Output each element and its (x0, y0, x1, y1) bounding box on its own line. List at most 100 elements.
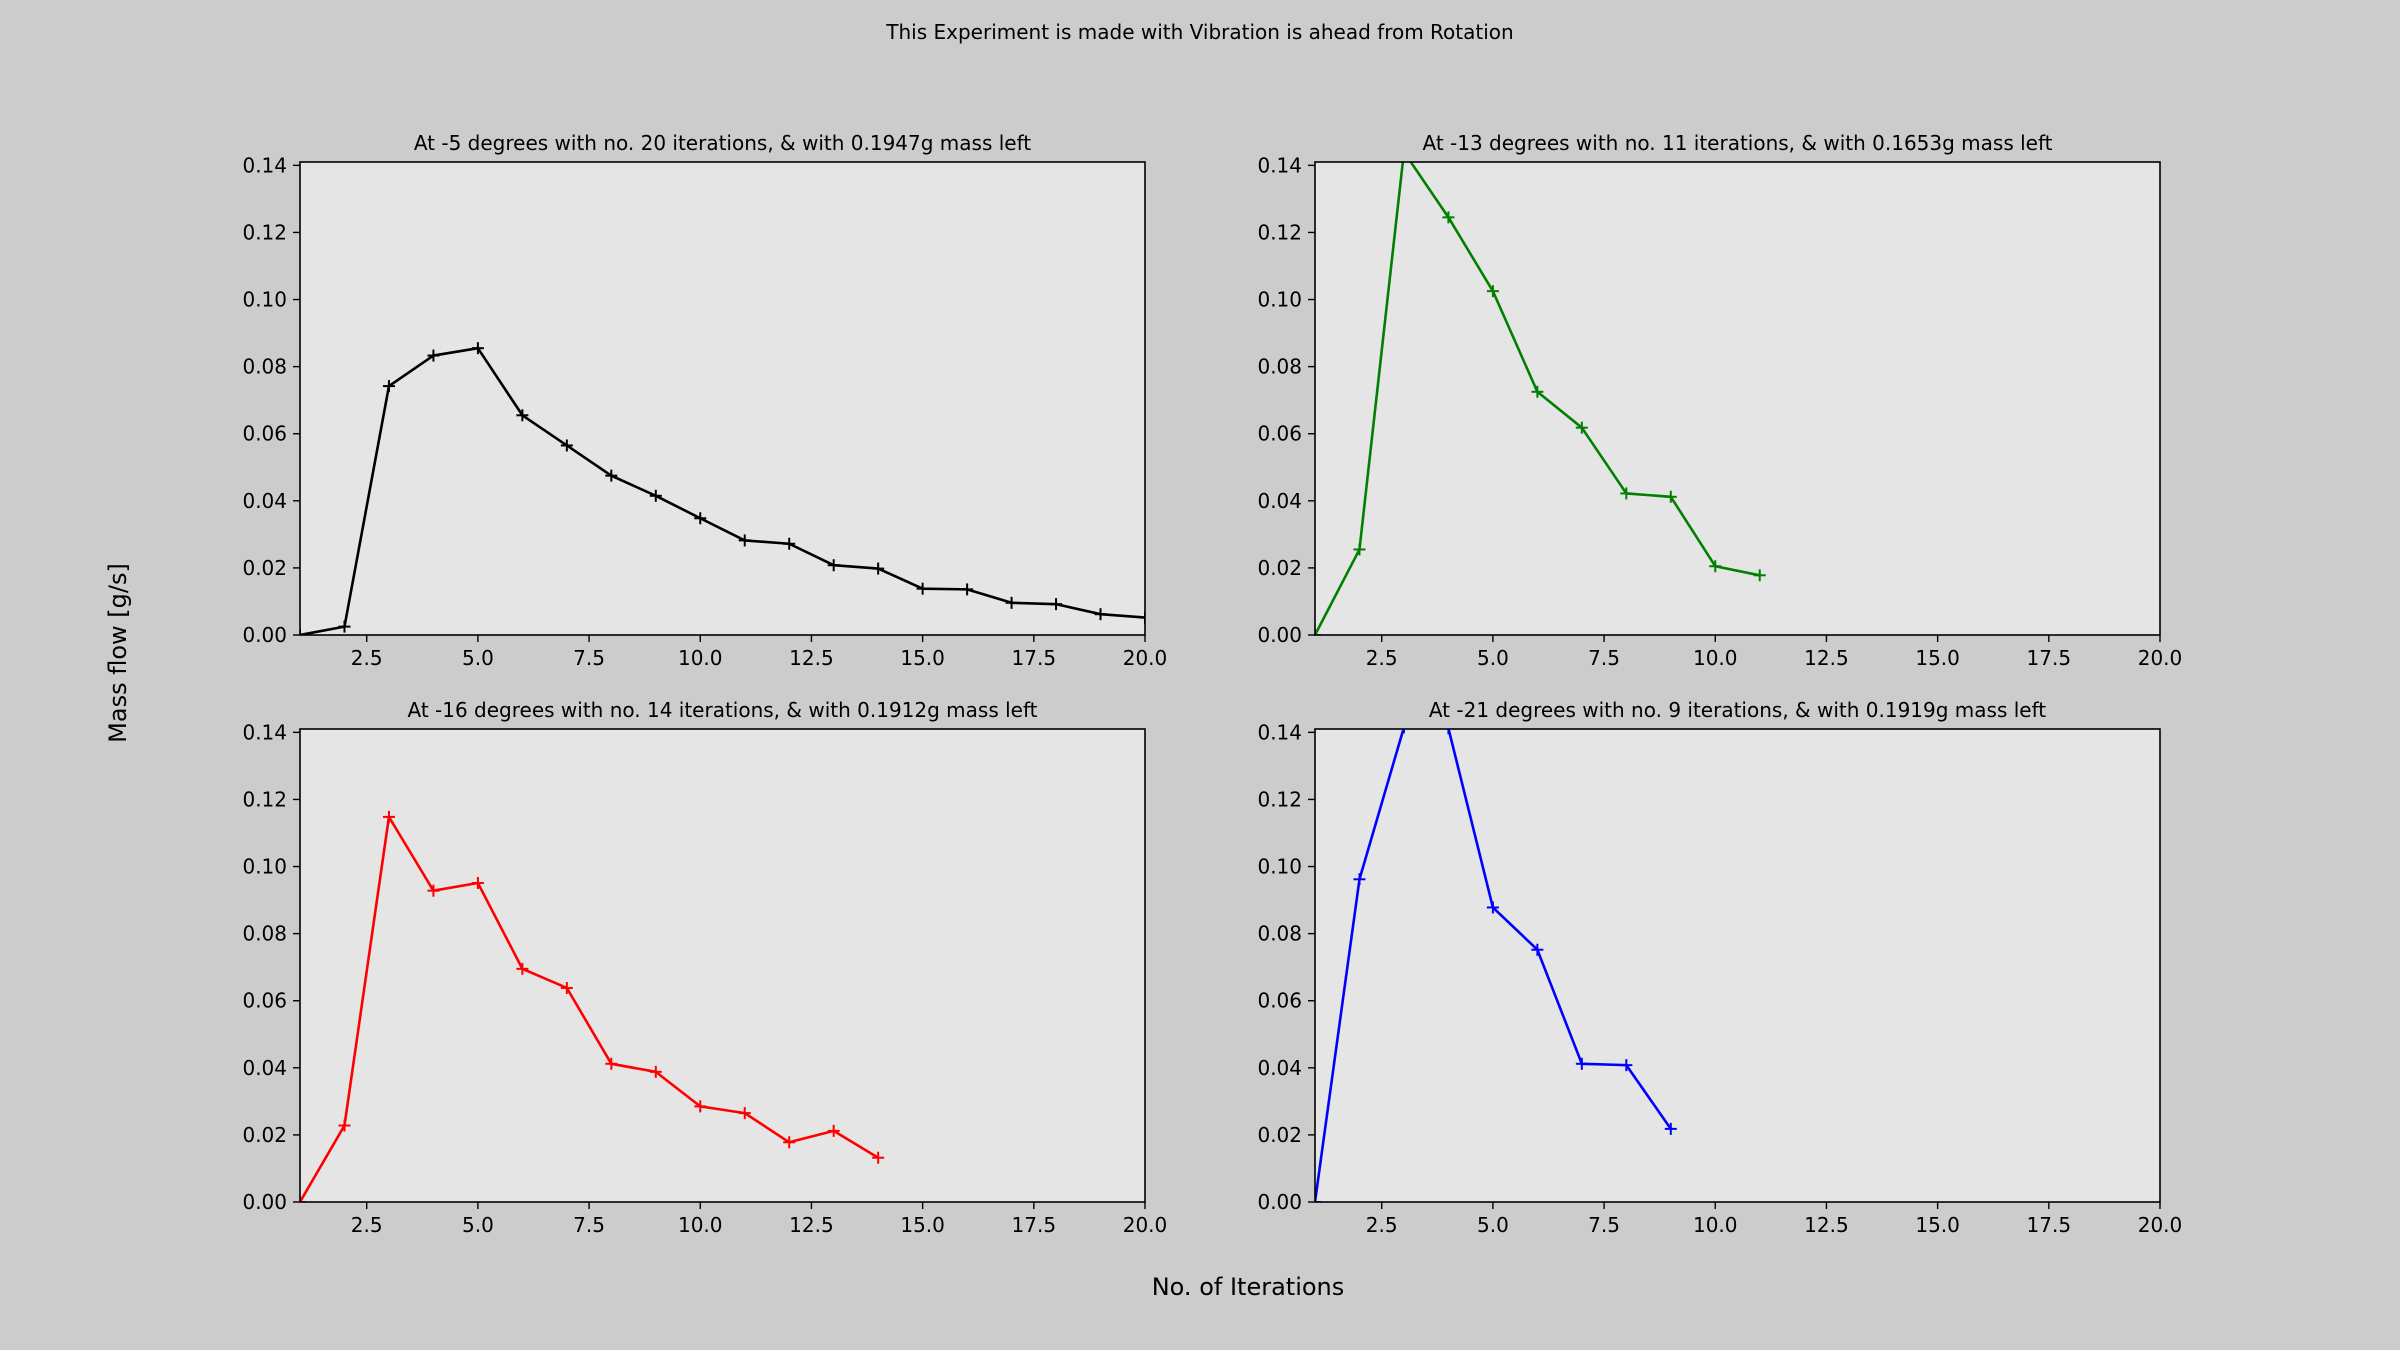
data-point-marker (1531, 943, 1544, 956)
y-tick-label: 0.04 (242, 489, 287, 513)
data-point-marker (1442, 729, 1455, 735)
data-point-marker (1402, 729, 1405, 734)
y-tick-label: 0.02 (1257, 1123, 1302, 1147)
data-point-marker (872, 1151, 885, 1164)
plot-area (1315, 729, 2160, 1202)
subplot-title: At -5 degrees with no. 20 iterations, & … (414, 131, 1031, 155)
y-tick-label: 0.12 (242, 787, 287, 811)
data-point-marker (516, 962, 529, 975)
y-tick-label: 0.00 (242, 1190, 287, 1214)
plot-frame (1314, 728, 2161, 1203)
data-point-marker (827, 1124, 840, 1137)
data-point-marker (338, 620, 351, 633)
data-point-marker (916, 582, 929, 595)
y-tick-label: 0.10 (1257, 855, 1302, 879)
figure-ylabel: Mass flow [g/s] (104, 563, 132, 743)
y-tick-label: 0.08 (242, 355, 287, 379)
data-point-marker (783, 537, 796, 550)
data-point-marker (694, 1100, 707, 1113)
series-group (300, 810, 885, 1202)
x-tick-label: 15.0 (900, 646, 945, 670)
plot-frame (299, 728, 1146, 1203)
x-tick-label: 5.0 (1477, 1213, 1509, 1237)
y-tick-label: 0.14 (1257, 153, 1302, 177)
y-tick-label: 0.00 (1257, 1190, 1302, 1214)
data-point-marker (1709, 560, 1722, 573)
data-point-marker (1531, 385, 1544, 398)
x-tick-label: 12.5 (1804, 1213, 1849, 1237)
data-point-marker (560, 439, 573, 452)
data-point-marker (1620, 487, 1633, 500)
series-group (1315, 162, 1766, 635)
subplot-title: At -13 degrees with no. 11 iterations, &… (1422, 131, 2052, 155)
series-line (300, 346, 1145, 635)
data-point-marker (1575, 1057, 1588, 1070)
data-point-marker (1139, 611, 1145, 624)
y-tick-label: 0.04 (1257, 489, 1302, 513)
y-tick-label: 0.12 (1257, 787, 1302, 811)
data-point-marker (1664, 490, 1677, 503)
x-tick-label: 20.0 (1123, 646, 1168, 670)
data-point-marker (427, 349, 440, 362)
x-tick-label: 17.5 (1012, 646, 1057, 670)
plot-area (300, 729, 1145, 1202)
data-point-marker (961, 583, 974, 596)
data-point-marker (1575, 421, 1588, 434)
y-tick-label: 0.14 (242, 153, 287, 177)
y-tick-label: 0.06 (1257, 422, 1302, 446)
data-point-marker (872, 562, 885, 575)
x-tick-label: 17.5 (2027, 1213, 2072, 1237)
data-point-marker (605, 1057, 618, 1070)
data-point-marker (516, 409, 529, 422)
y-tick-label: 0.12 (242, 220, 287, 244)
data-point-marker (1442, 211, 1455, 224)
y-tick-label: 0.14 (242, 720, 287, 744)
x-tick-label: 20.0 (2138, 646, 2183, 670)
x-tick-label: 2.5 (1366, 646, 1398, 670)
figure-suptitle: This Experiment is made with Vibration i… (885, 20, 1513, 44)
y-tick-label: 0.02 (242, 556, 287, 580)
x-tick-label: 12.5 (1804, 646, 1849, 670)
data-point-marker (338, 1119, 351, 1132)
subplot-title: At -16 degrees with no. 14 iterations, &… (407, 698, 1037, 722)
x-tick-label: 10.0 (678, 1213, 723, 1237)
data-point-marker (649, 489, 662, 502)
subplot-3: 2.5 5.0 7.5 10.0 12.5 15.0 17.5 20.0 0.00 0.02 0.0… (242, 698, 1167, 1237)
x-tick-label: 7.5 (573, 646, 605, 670)
x-tick-label: 17.5 (1012, 1213, 1057, 1237)
y-tick-label: 0.08 (242, 922, 287, 946)
data-point-marker (694, 512, 707, 525)
data-point-marker (649, 1065, 662, 1078)
data-point-marker (738, 534, 751, 547)
data-point-marker (1050, 598, 1063, 611)
y-tick-label: 0.06 (1257, 989, 1302, 1013)
data-point-marker (1094, 608, 1107, 621)
data-point-marker (1486, 285, 1499, 298)
data-point-marker (382, 810, 395, 823)
series-group (1315, 729, 1677, 1202)
subplot-2: 2.5 5.0 7.5 10.0 12.5 15.0 17.5 20.0 0.00 0.02 0.0… (1257, 131, 2182, 670)
data-point-marker (1005, 596, 1018, 609)
data-point-marker (1353, 873, 1366, 886)
x-tick-label: 20.0 (1123, 1213, 1168, 1237)
x-tick-label: 12.5 (789, 1213, 834, 1237)
subplot-1: 2.5 5.0 7.5 10.0 12.5 15.0 17.5 20.0 0.00 0.02 0.0… (242, 131, 1167, 670)
x-tick-label: 10.0 (1693, 1213, 1738, 1237)
plot-area (300, 162, 1145, 635)
subplot-title: At -21 degrees with no. 9 iterations, & … (1429, 698, 2046, 722)
y-tick-label: 0.10 (242, 855, 287, 879)
figure-xlabel: No. of Iterations (1152, 1273, 1345, 1301)
y-tick-label: 0.02 (242, 1123, 287, 1147)
plot-frame (299, 161, 1146, 636)
x-tick-label: 7.5 (573, 1213, 605, 1237)
y-tick-label: 0.12 (1257, 220, 1302, 244)
x-tick-label: 5.0 (462, 1213, 494, 1237)
data-point-marker (605, 469, 618, 482)
y-tick-label: 0.10 (242, 288, 287, 312)
data-point-marker (1486, 901, 1499, 914)
x-tick-label: 7.5 (1588, 1213, 1620, 1237)
y-tick-label: 0.08 (1257, 355, 1302, 379)
subplot-4: 2.5 5.0 7.5 10.0 12.5 15.0 17.5 20.0 0.00 0.02 0.0… (1257, 698, 2182, 1237)
data-point-marker (471, 876, 484, 889)
x-tick-label: 15.0 (1915, 646, 1960, 670)
